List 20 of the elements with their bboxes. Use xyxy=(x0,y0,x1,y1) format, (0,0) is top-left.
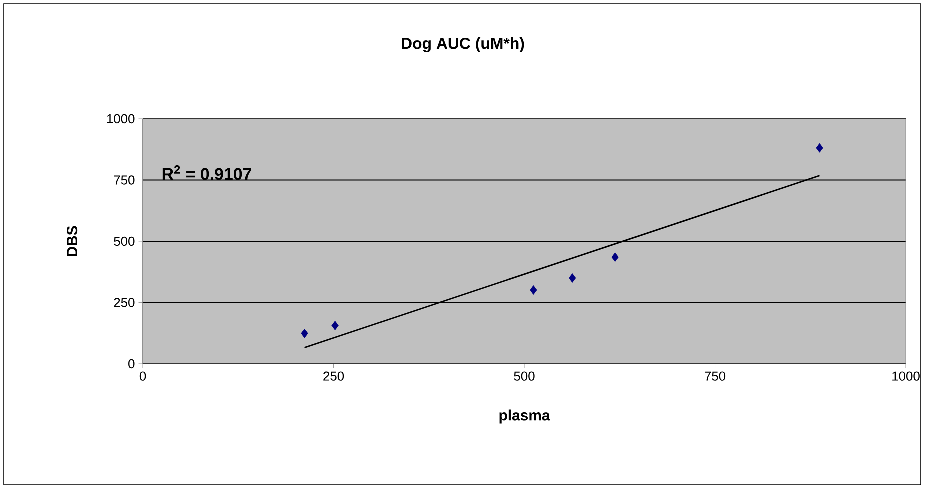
y-tick-label: 0 xyxy=(128,359,135,369)
x-tick-label: 250 xyxy=(324,372,344,381)
x-tick-label: 750 xyxy=(705,372,726,381)
y-tick-label: 1000 xyxy=(107,114,135,124)
point xyxy=(301,328,308,338)
point xyxy=(332,321,339,330)
y-tick-label: 500 xyxy=(114,236,135,246)
annotation: R$^{2}$ = 0.9107 xyxy=(162,166,252,180)
x-tick-label: 1000 xyxy=(892,372,920,381)
y-tick-label: 250 xyxy=(114,298,135,308)
chart-title: Dog AUC (uM*h) xyxy=(402,38,524,52)
point xyxy=(816,143,824,153)
point xyxy=(530,286,538,295)
x-axis-title: plasma xyxy=(500,410,550,424)
point xyxy=(569,274,576,283)
x-tick-label: 500 xyxy=(514,372,535,381)
y-tick-label: 750 xyxy=(114,176,135,185)
y-axis-title: DBS xyxy=(67,226,78,256)
point xyxy=(612,252,619,262)
x-tick-label: 0 xyxy=(140,372,146,381)
